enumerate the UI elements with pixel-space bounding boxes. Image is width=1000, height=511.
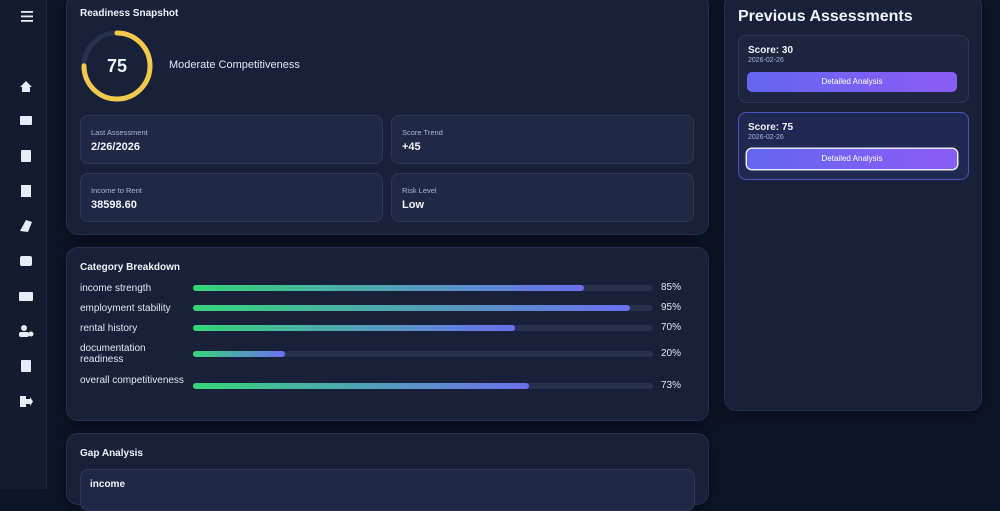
status: Moderate Competitiveness: [169, 59, 300, 71]
percent-label: 70%: [661, 322, 682, 333]
detail-button[interactable]: Detailed Analysis: [747, 149, 957, 169]
gauge-arc: [81, 30, 153, 102]
bar: [193, 383, 529, 389]
bar: [193, 325, 515, 331]
nav-logout[interactable]: [20, 396, 33, 407]
percent-label: 85%: [661, 282, 682, 293]
assessment-item[interactable]: Score: 30 2026-02-26 Detailed Analysis: [738, 35, 969, 103]
stat-value: 38598.60: [91, 199, 137, 211]
category-name: employment stability: [80, 303, 171, 314]
nav-document[interactable]: [21, 150, 31, 162]
nav-home[interactable]: [20, 81, 32, 92]
gap-card: Gap Analysis income: [66, 433, 709, 511]
stat-box: Income to Rent 38598.60: [80, 173, 383, 222]
assessment-date: 2026-02-26: [748, 57, 784, 64]
bar: [193, 305, 630, 311]
readiness-card: Readiness Snapshot 75 Moderate Competiti…: [66, 0, 709, 235]
stat-label: Income to Rent: [91, 186, 142, 195]
category-name: documentation readiness: [80, 343, 146, 365]
nav-user-settings[interactable]: [21, 325, 27, 331]
bar: [193, 285, 584, 291]
card-title: Category Breakdown: [80, 262, 181, 273]
percent-label: 73%: [661, 380, 682, 391]
history-card: Previous Assessments Score: 30 2026-02-26…: [724, 0, 982, 411]
detail-button[interactable]: Detailed Analysis: [747, 72, 957, 92]
nav-card[interactable]: [20, 256, 32, 266]
card-title: Gap Analysis: [80, 448, 143, 459]
gap-item: income: [80, 469, 695, 511]
stat-label: Score Trend: [402, 128, 443, 137]
assessment-score: Score: 30: [748, 45, 794, 56]
nav-inbox[interactable]: [20, 116, 32, 125]
nav-handshake[interactable]: [20, 220, 32, 232]
card-title: Previous Assessments: [738, 8, 913, 25]
score-value: 75: [107, 56, 127, 76]
stat-box: Score Trend +45: [391, 115, 694, 164]
percent-label: 95%: [661, 302, 682, 313]
nav-list[interactable]: [21, 360, 31, 372]
assessment-item[interactable]: Score: 75 2026-02-26 Detailed Analysis: [738, 112, 969, 180]
category-name: overall competitiveness: [80, 375, 184, 386]
bar: [193, 351, 285, 357]
stat-label: Risk Level: [402, 186, 437, 195]
score-gauge: 75: [81, 30, 153, 102]
nav-building[interactable]: [21, 185, 31, 197]
stat-box: Risk Level Low: [391, 173, 694, 222]
stat-box: Last Assessment 2/26/2026: [80, 115, 383, 164]
assessment-score: Score: 75: [748, 122, 794, 133]
assessment-date: 2026-02-26: [748, 134, 784, 141]
category-name: income strength: [80, 283, 152, 294]
nav-book[interactable]: [19, 292, 33, 301]
category-name: rental history: [80, 323, 138, 334]
percent-label: 20%: [661, 348, 682, 359]
sidebar: [0, 0, 47, 489]
nav-icons: [19, 11, 34, 407]
stat-label: Last Assessment: [91, 128, 148, 137]
stat-value: Low: [402, 199, 424, 211]
menu-button[interactable]: [21, 11, 33, 22]
category-card: Category Breakdown income strength 85% emp…: [66, 247, 709, 421]
gap-name: income: [90, 479, 126, 490]
stat-value: 2/26/2026: [91, 141, 140, 153]
stat-value: +45: [402, 141, 421, 153]
card-title: Readiness Snapshot: [80, 8, 179, 19]
bar-track: [193, 351, 653, 357]
